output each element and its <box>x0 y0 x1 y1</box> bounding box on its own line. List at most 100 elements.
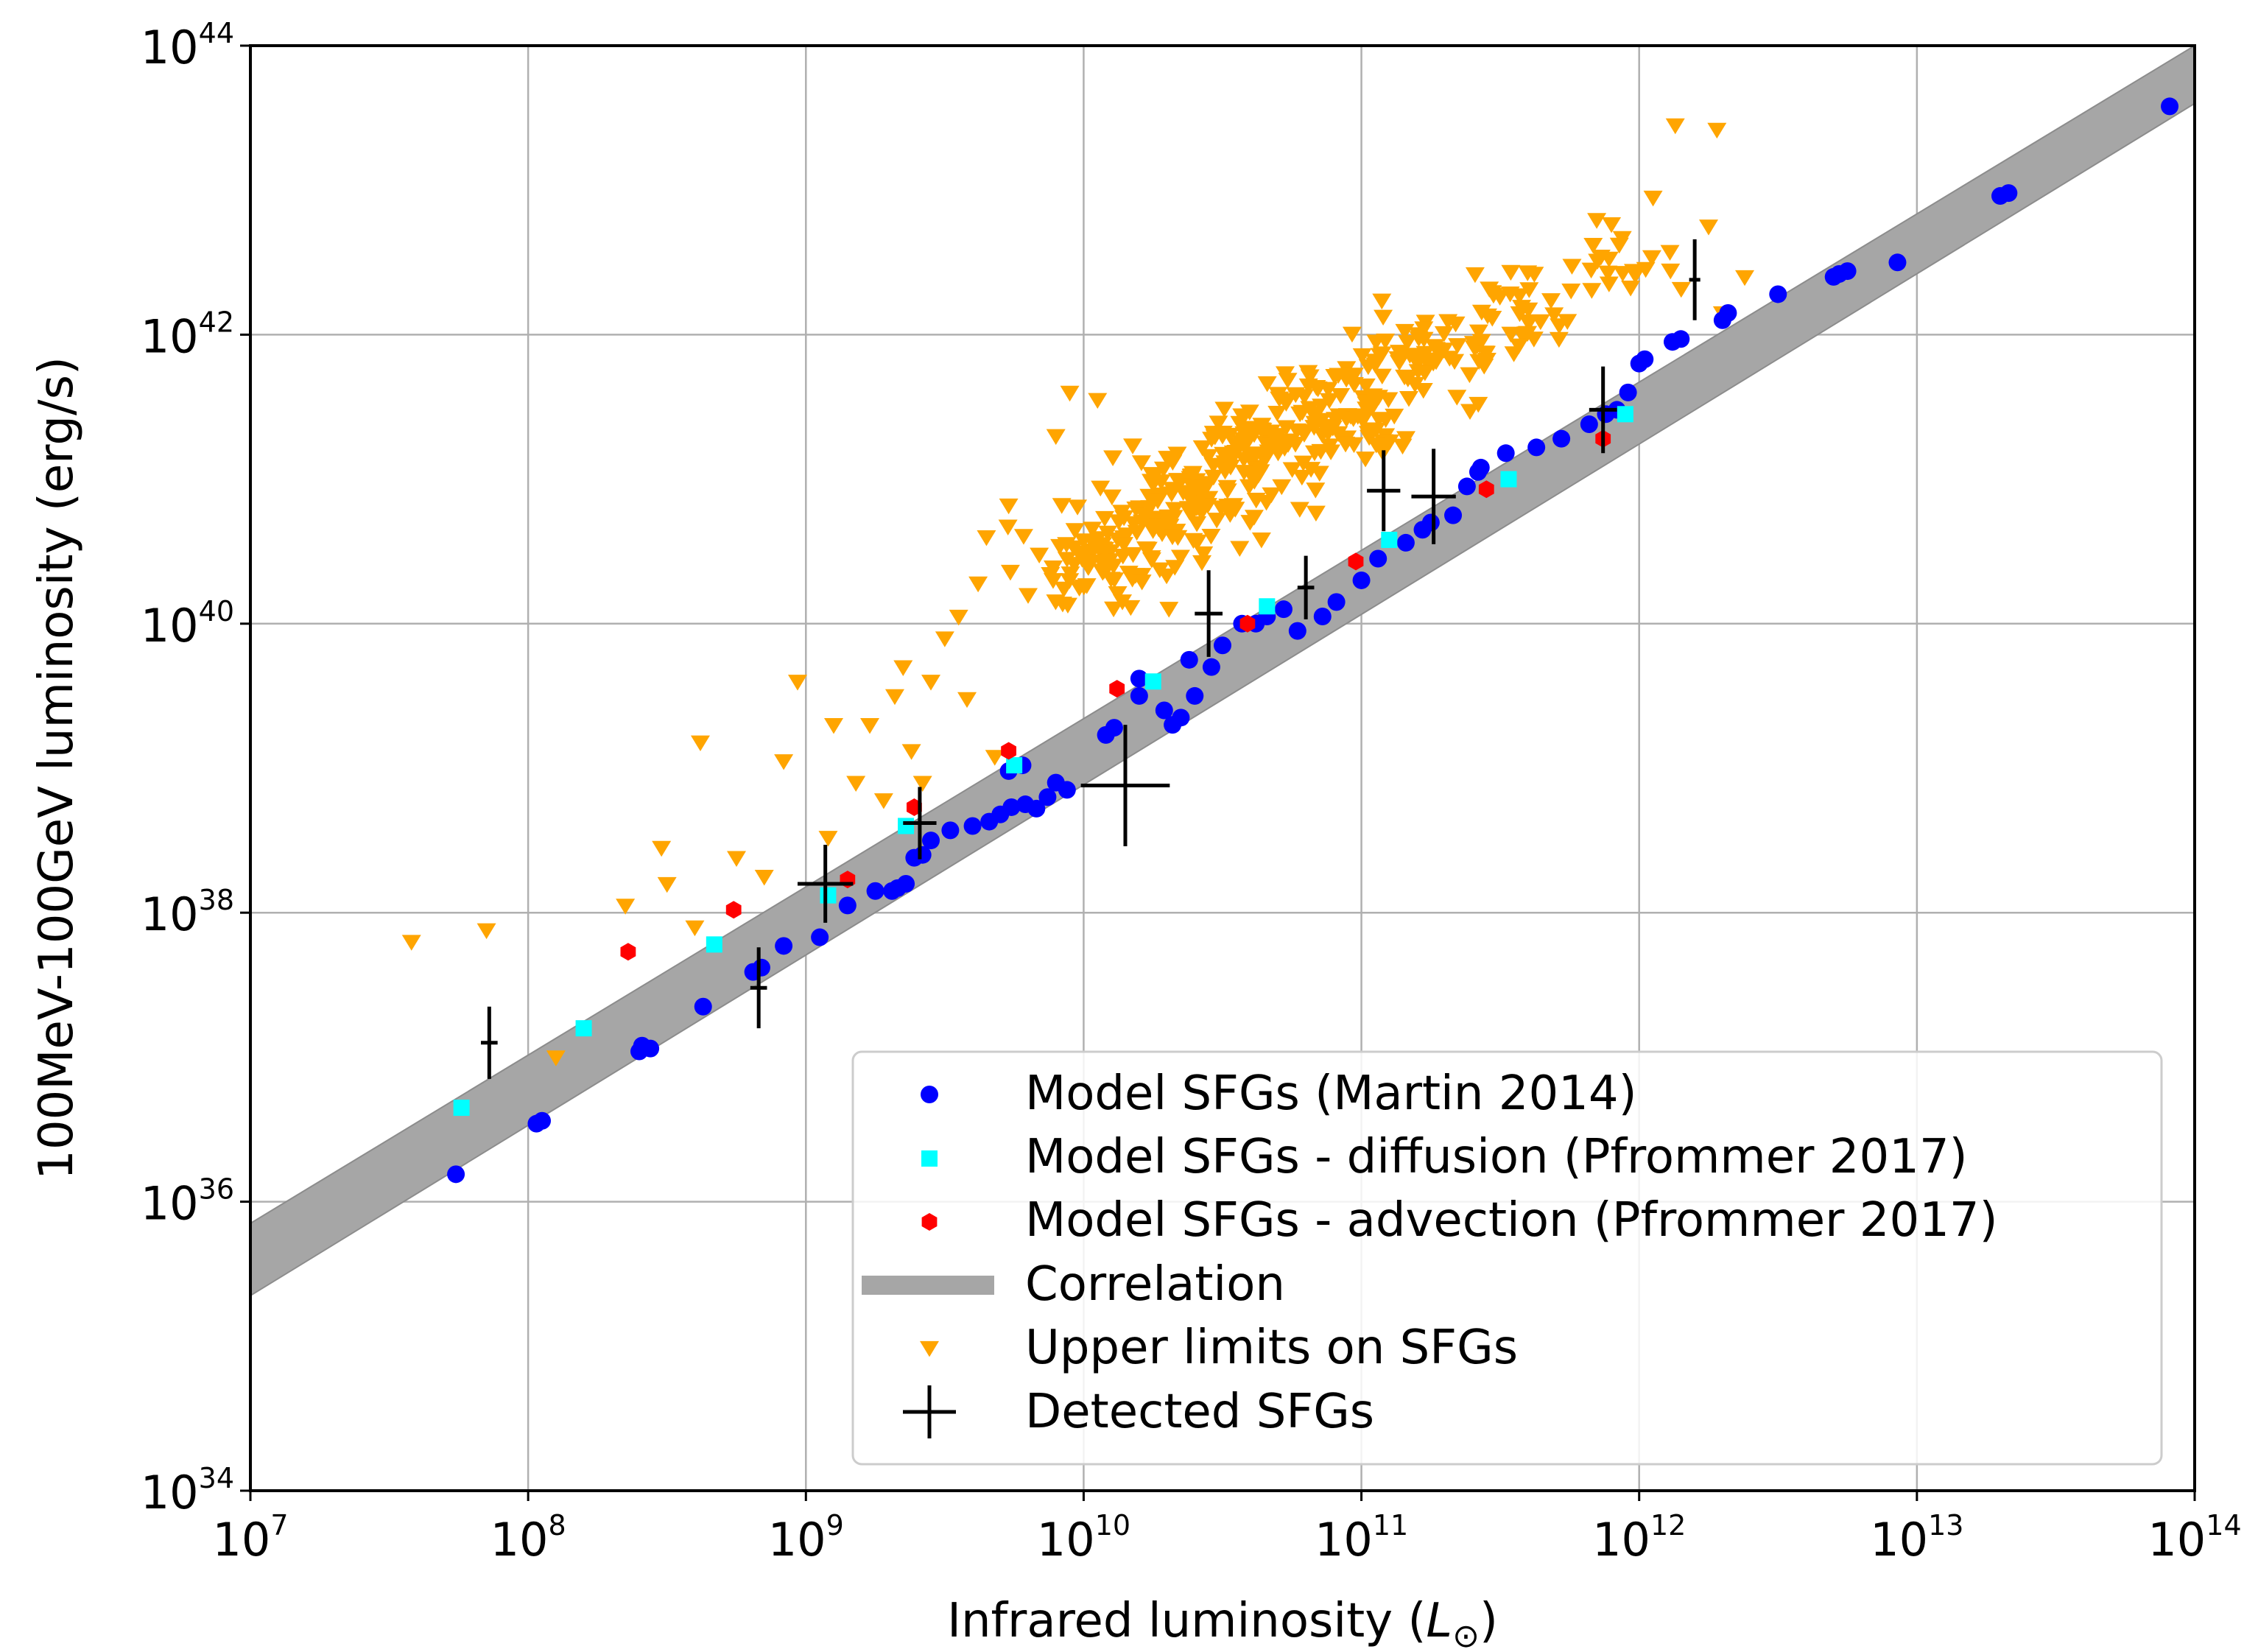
x-tick-base: 10 <box>1870 1513 1928 1567</box>
upper-limit-marker <box>1257 376 1277 393</box>
upper-limits-series <box>401 118 1755 1066</box>
upper-limit-marker <box>1207 513 1227 529</box>
upper-limit-marker <box>690 735 710 752</box>
upper-limit-marker <box>1447 390 1467 406</box>
upper-limit-marker <box>921 675 940 691</box>
upper-limit-marker <box>1098 525 1118 542</box>
upper-limit-marker <box>1162 529 1182 546</box>
upper-limit-marker <box>1301 462 1321 478</box>
upper-limit-marker <box>1095 541 1115 558</box>
x-tick-label: 1011 <box>1315 1509 1408 1567</box>
upper-limit-marker <box>1108 586 1128 602</box>
upper-limit-marker <box>774 754 794 770</box>
upper-limit-marker <box>1101 572 1121 588</box>
upper-limit-marker <box>1187 516 1207 532</box>
upper-limit-marker <box>1251 532 1271 549</box>
x-tick-exponent: 7 <box>270 1509 288 1542</box>
upper-limit-marker <box>1231 435 1251 451</box>
martin-point <box>527 1114 546 1133</box>
upper-limit-marker <box>1395 369 1415 386</box>
y-tick-exponent: 44 <box>199 17 234 49</box>
martin-point <box>1274 600 1292 619</box>
x-tick-label: 1013 <box>1870 1509 1963 1567</box>
detected-point <box>1195 570 1223 657</box>
upper-limit-marker <box>1501 264 1521 281</box>
upper-limit-marker <box>652 840 672 857</box>
martin-point <box>897 874 915 893</box>
upper-limit-marker <box>1306 482 1326 499</box>
upper-limit-marker <box>1342 326 1362 343</box>
upper-limit-marker <box>1376 333 1396 350</box>
advection-point <box>1348 552 1364 571</box>
upper-limit-marker <box>1660 245 1680 261</box>
y-tick-label: 1036 <box>141 1173 234 1231</box>
upper-limit-marker <box>1352 348 1372 365</box>
upper-limit-marker <box>1268 387 1288 403</box>
martin-point <box>1180 650 1198 669</box>
upper-limit-marker <box>1041 567 1061 583</box>
upper-limit-marker <box>1214 446 1234 463</box>
diffusion-point <box>1259 598 1276 615</box>
x-tick-label: 1010 <box>1037 1509 1130 1567</box>
upper-limit-marker <box>1139 488 1159 505</box>
detected-point <box>1411 449 1456 544</box>
upper-limit-marker <box>935 631 954 647</box>
martin-point <box>1421 513 1440 532</box>
upper-limit-marker <box>957 692 977 709</box>
y-tick-label: 1044 <box>141 17 234 74</box>
upper-limit-marker <box>1427 354 1446 370</box>
upper-limit-marker <box>1223 498 1243 514</box>
upper-limit-marker <box>1132 574 1152 591</box>
upper-limit-marker <box>977 530 996 546</box>
y-tick-label: 1034 <box>141 1462 234 1519</box>
upper-limit-marker <box>1389 345 1409 361</box>
upper-limit-marker <box>1290 502 1309 518</box>
x-axis-ticks: 107 108 109 1010 1011 1012 1013 1014 <box>212 1491 2242 1567</box>
martin-point <box>1172 709 1190 727</box>
upper-limit-marker <box>1272 479 1292 496</box>
upper-limit-marker <box>1500 287 1520 303</box>
upper-limit-marker <box>884 689 904 706</box>
upper-limit-marker <box>1060 573 1080 589</box>
upper-limit-marker <box>1483 285 1502 301</box>
y-tick-exponent: 34 <box>199 1462 234 1494</box>
martin-point <box>1471 458 1490 477</box>
upper-limit-marker <box>1244 510 1264 526</box>
upper-limit-marker <box>616 899 636 915</box>
upper-limit-marker <box>1088 531 1108 547</box>
martin-point <box>963 817 982 835</box>
upper-limit-marker <box>1157 568 1177 585</box>
upper-limit-marker <box>1671 281 1691 298</box>
upper-limit-marker <box>1068 499 1088 516</box>
upper-limit-marker <box>1065 523 1085 539</box>
upper-limit-marker <box>476 923 496 940</box>
upper-limit-marker <box>1091 480 1111 497</box>
legend-key-martin <box>921 1086 938 1103</box>
x-tick-label: 1014 <box>2148 1509 2241 1567</box>
upper-limit-marker <box>1707 122 1727 139</box>
upper-limit-marker <box>1123 546 1143 563</box>
upper-limit-marker <box>1587 213 1607 229</box>
upper-limit-marker <box>1331 387 1351 404</box>
martin-point <box>1396 533 1415 552</box>
x-axis-title-text: Infrared luminosity <box>947 1594 1393 1648</box>
upper-limit-marker <box>1088 393 1108 410</box>
martin-point <box>1327 593 1346 611</box>
diffusion-point <box>1617 406 1633 423</box>
legend-label-upper-limits: Upper limits on SFGs <box>1025 1321 1518 1375</box>
upper-limit-marker <box>949 609 968 626</box>
upper-limit-marker <box>1541 293 1561 309</box>
detected-point <box>797 844 854 923</box>
martin-point <box>1038 788 1057 806</box>
upper-limit-marker <box>1193 502 1213 519</box>
x-tick-label: 108 <box>490 1509 566 1567</box>
diffusion-point <box>453 1100 470 1117</box>
upper-limit-marker <box>1294 426 1314 443</box>
martin-point <box>1186 686 1204 705</box>
upper-limit-marker <box>1366 437 1386 454</box>
y-tick-base: 10 <box>141 887 199 941</box>
advection-point <box>1478 480 1494 499</box>
upper-limit-marker <box>1460 404 1480 420</box>
y-tick-label: 1038 <box>141 884 234 941</box>
upper-limit-marker <box>1046 429 1066 446</box>
